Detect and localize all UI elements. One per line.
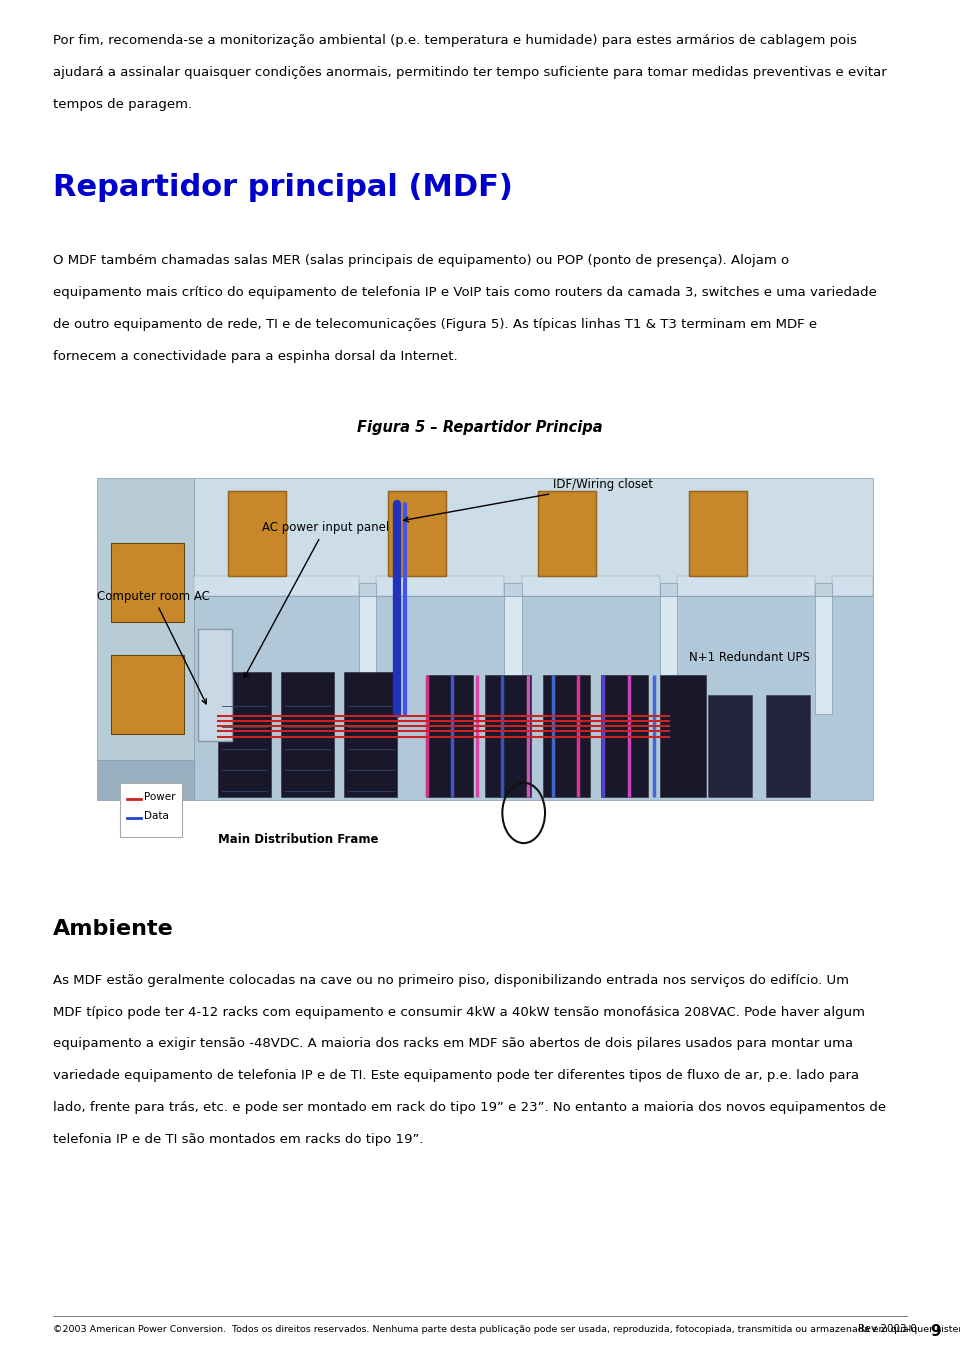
Polygon shape [388, 491, 446, 577]
Polygon shape [97, 760, 194, 799]
Text: IDF/Wiring closet: IDF/Wiring closet [404, 478, 653, 522]
Polygon shape [218, 672, 272, 797]
Polygon shape [521, 577, 660, 596]
Polygon shape [504, 596, 521, 714]
Text: lado, frente para trás, etc. e pode ser montado em rack do tipo 19” e 23”. No en: lado, frente para trás, etc. e pode ser … [53, 1101, 886, 1114]
Text: MDF típico pode ter 4-12 racks com equipamento e consumir 4kW a 40kW tensão mono: MDF típico pode ter 4-12 racks com equip… [53, 1006, 865, 1019]
Text: Por fim, recomenda-se a monitorização ambiental (p.e. temperatura e humidade) pa: Por fim, recomenda-se a monitorização am… [53, 34, 856, 47]
Text: tempos de paragem.: tempos de paragem. [53, 98, 192, 111]
Polygon shape [228, 491, 286, 577]
Polygon shape [708, 695, 752, 797]
Polygon shape [426, 674, 473, 797]
Text: telefonia IP e de TI são montados em racks do tipo 19”.: telefonia IP e de TI são montados em rac… [53, 1133, 423, 1147]
Polygon shape [660, 584, 677, 596]
Polygon shape [111, 543, 184, 623]
Polygon shape [815, 596, 832, 714]
Text: equipamento a exigir tensão -48VDC. A maioria dos racks em MDF são abertos de do: equipamento a exigir tensão -48VDC. A ma… [53, 1037, 852, 1050]
Polygon shape [376, 577, 504, 596]
Polygon shape [815, 584, 832, 596]
Polygon shape [832, 577, 874, 596]
Text: Ambiente: Ambiente [53, 919, 174, 939]
Polygon shape [359, 596, 376, 714]
Text: Rev 2003-0: Rev 2003-0 [858, 1324, 917, 1334]
Bar [48, 457, 912, 879]
Polygon shape [539, 491, 596, 577]
Bar [199, 628, 232, 741]
Polygon shape [660, 596, 677, 714]
Polygon shape [688, 491, 747, 577]
Text: Computer room AC: Computer room AC [97, 589, 209, 704]
Polygon shape [194, 478, 874, 596]
Text: ajudará a assinalar quaisquer condições anormais, permitindo ter tempo suficient: ajudará a assinalar quaisquer condições … [53, 65, 886, 79]
Polygon shape [359, 584, 376, 596]
Polygon shape [504, 584, 521, 596]
Text: fornecem a conectividade para a espinha dorsal da Internet.: fornecem a conectividade para a espinha … [53, 350, 457, 364]
Polygon shape [766, 695, 810, 797]
Polygon shape [281, 672, 334, 797]
Polygon shape [677, 577, 815, 596]
Polygon shape [194, 577, 359, 596]
Text: Power: Power [144, 791, 176, 802]
Polygon shape [111, 655, 184, 734]
Polygon shape [543, 674, 589, 797]
Text: de outro equipamento de rede, TI e de telecomunicações (Figura 5). As típicas li: de outro equipamento de rede, TI e de te… [53, 318, 817, 331]
Polygon shape [601, 674, 648, 797]
Text: AC power input panel: AC power input panel [244, 521, 389, 677]
Text: ©2003 American Power Conversion.  Todos os direitos reservados. Nenhuma parte de: ©2003 American Power Conversion. Todos o… [53, 1324, 960, 1334]
Text: Data: Data [144, 810, 169, 821]
Polygon shape [660, 674, 707, 797]
Text: N+1 Redundant UPS: N+1 Redundant UPS [688, 651, 809, 665]
Text: Main Distribution Frame: Main Distribution Frame [218, 833, 378, 845]
Polygon shape [344, 672, 397, 797]
Text: As MDF estão geralmente colocadas na cave ou no primeiro piso, disponibilizando : As MDF estão geralmente colocadas na cav… [53, 973, 849, 987]
Text: O MDF também chamadas salas MER (salas principais de equipamento) ou POP (ponto : O MDF também chamadas salas MER (salas p… [53, 255, 789, 267]
Text: 9: 9 [930, 1324, 941, 1339]
Polygon shape [485, 674, 532, 797]
Text: Repartidor principal (MDF): Repartidor principal (MDF) [53, 172, 513, 202]
Text: variedade equipamento de telefonia IP e de TI. Este equipamento pode ter diferen: variedade equipamento de telefonia IP e … [53, 1069, 859, 1083]
Text: Figura 5 – Repartidor Principa: Figura 5 – Repartidor Principa [357, 419, 603, 436]
Polygon shape [194, 596, 874, 799]
Text: equipamento mais crítico do equipamento de telefonia IP e VoIP tais como routers: equipamento mais crítico do equipamento … [53, 286, 876, 300]
Bar [120, 783, 182, 837]
Polygon shape [97, 478, 194, 760]
